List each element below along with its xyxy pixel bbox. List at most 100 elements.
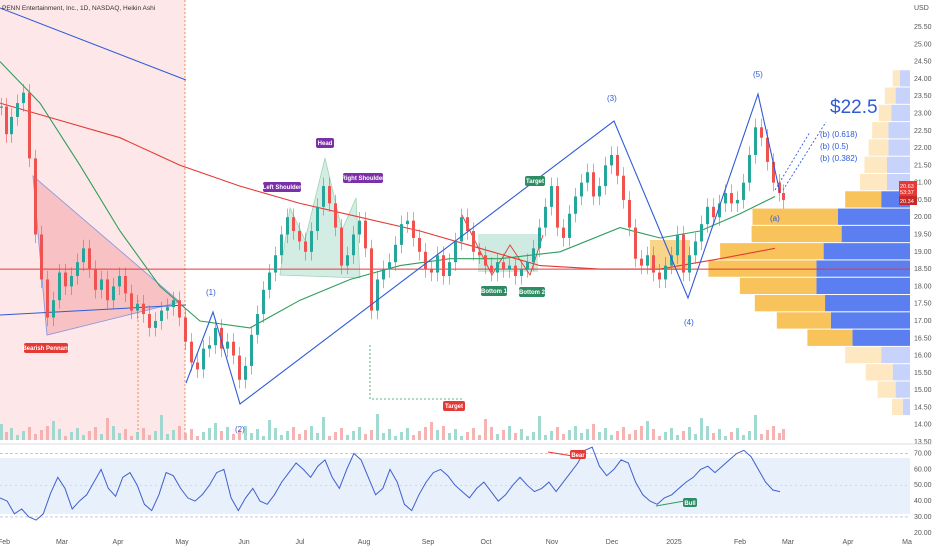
time-tick-label: Feb — [734, 539, 746, 546]
candle-body — [430, 269, 433, 273]
volume-bar — [340, 428, 343, 440]
volume-bar — [730, 432, 733, 440]
candle-body — [454, 241, 457, 263]
candle-body — [346, 255, 349, 266]
candle-body — [772, 161, 775, 183]
volume-bar — [466, 432, 469, 440]
candle-body — [130, 293, 133, 311]
volume-profile-bar-sell — [902, 398, 910, 416]
volume-bar — [286, 431, 289, 440]
volume-bar — [664, 432, 667, 440]
candle-body — [376, 279, 379, 311]
time-tick-label: Dec — [606, 539, 619, 546]
volume-profile-bar-sell — [895, 87, 910, 104]
price-tick-label: 24.00 — [914, 76, 932, 83]
price-tick-label: 23.00 — [914, 110, 932, 117]
volume-profile-bar-sell — [888, 122, 910, 139]
volume-bar — [310, 426, 313, 440]
volume-bar — [196, 436, 199, 440]
candle-body — [418, 237, 421, 252]
candle-body — [442, 255, 445, 276]
candle-body — [646, 255, 649, 266]
candle-body — [610, 154, 613, 166]
candle-body — [322, 186, 325, 207]
candle-body — [556, 186, 559, 228]
volume-bar — [754, 415, 757, 440]
volume-bar — [424, 427, 427, 440]
wave-5-label: (5) — [753, 70, 763, 79]
candle-body — [670, 255, 673, 266]
price-tick-label: 14.50 — [914, 404, 932, 411]
candle-body — [118, 276, 121, 287]
svg-text:Right Shoulder: Right Shoulder — [342, 176, 386, 182]
price-tick-label: 21.50 — [914, 162, 932, 169]
candle-body — [586, 172, 589, 183]
volume-bar — [514, 433, 517, 440]
volume-bar — [508, 426, 511, 440]
candle-body — [778, 182, 781, 193]
volume-bar — [706, 426, 709, 440]
volume-bar — [178, 426, 181, 440]
volume-bar — [5, 432, 8, 440]
volume-profile-bar-sell — [816, 260, 910, 277]
price-tick-label: 15.00 — [914, 387, 932, 394]
volume-bar — [22, 431, 25, 440]
volume-profile-bar-buy — [845, 346, 882, 364]
volume-bar — [718, 429, 721, 440]
candle-body — [766, 137, 769, 162]
volume-bar — [532, 432, 535, 440]
candle-body — [640, 258, 643, 266]
volume-profile-bar-sell — [823, 243, 910, 260]
price-tick-label: 25.50 — [914, 24, 932, 31]
time-tick-label: May — [175, 539, 189, 546]
volume-profile-bar-buy — [754, 295, 826, 312]
candle-body — [394, 244, 397, 263]
candle-body — [328, 186, 331, 204]
price-tick-label: 19.00 — [914, 249, 932, 256]
wave-3-label: (3) — [607, 94, 617, 103]
candle-body — [562, 227, 565, 238]
candle-body — [664, 265, 667, 280]
volume-bar — [250, 433, 253, 440]
volume-bar — [592, 424, 595, 440]
candle-body — [22, 92, 25, 104]
candle-body — [574, 196, 577, 214]
volume-bar — [388, 429, 391, 440]
fib-382-label: (b) (0.382) — [820, 154, 858, 163]
volume-bar — [622, 427, 625, 440]
time-tick-label: Mar — [56, 539, 69, 546]
volume-bar — [154, 431, 157, 440]
volume-bar — [496, 434, 499, 440]
volume-bar — [160, 415, 163, 440]
candle-body — [70, 276, 73, 287]
volume-bar — [280, 435, 283, 440]
candle-body — [340, 227, 343, 266]
rsi-tick-label: 40.00 — [914, 498, 932, 505]
candle-body — [514, 265, 517, 276]
candle-body — [136, 303, 139, 311]
time-tick-label: Aug — [358, 539, 371, 546]
volume-bar — [358, 427, 361, 440]
wave-1-label: (1) — [206, 288, 216, 297]
volume-bar — [130, 436, 133, 440]
candle-body — [190, 341, 193, 363]
candle-body — [712, 206, 715, 218]
candle-body — [220, 327, 223, 349]
svg-text:Bull: Bull — [684, 501, 696, 507]
volume-bar — [0, 424, 3, 440]
right-shoulder-label: Right Shoulder — [342, 173, 386, 183]
time-axis: Feb Mar Apr May Jun Jul Aug Sep Oct Nov Dec 2025 Feb… — [0, 539, 912, 546]
candle-body — [238, 355, 241, 380]
candle-body — [742, 182, 745, 200]
candle-body — [496, 262, 499, 273]
candle-body — [334, 203, 337, 228]
volume-bar — [172, 430, 175, 440]
candle-body — [250, 334, 253, 366]
candle-body — [490, 265, 493, 273]
candle-body — [370, 248, 373, 311]
volume-bar — [394, 436, 397, 440]
candle-body — [706, 206, 709, 225]
candle-body — [466, 217, 469, 232]
volume-bar — [772, 426, 775, 440]
